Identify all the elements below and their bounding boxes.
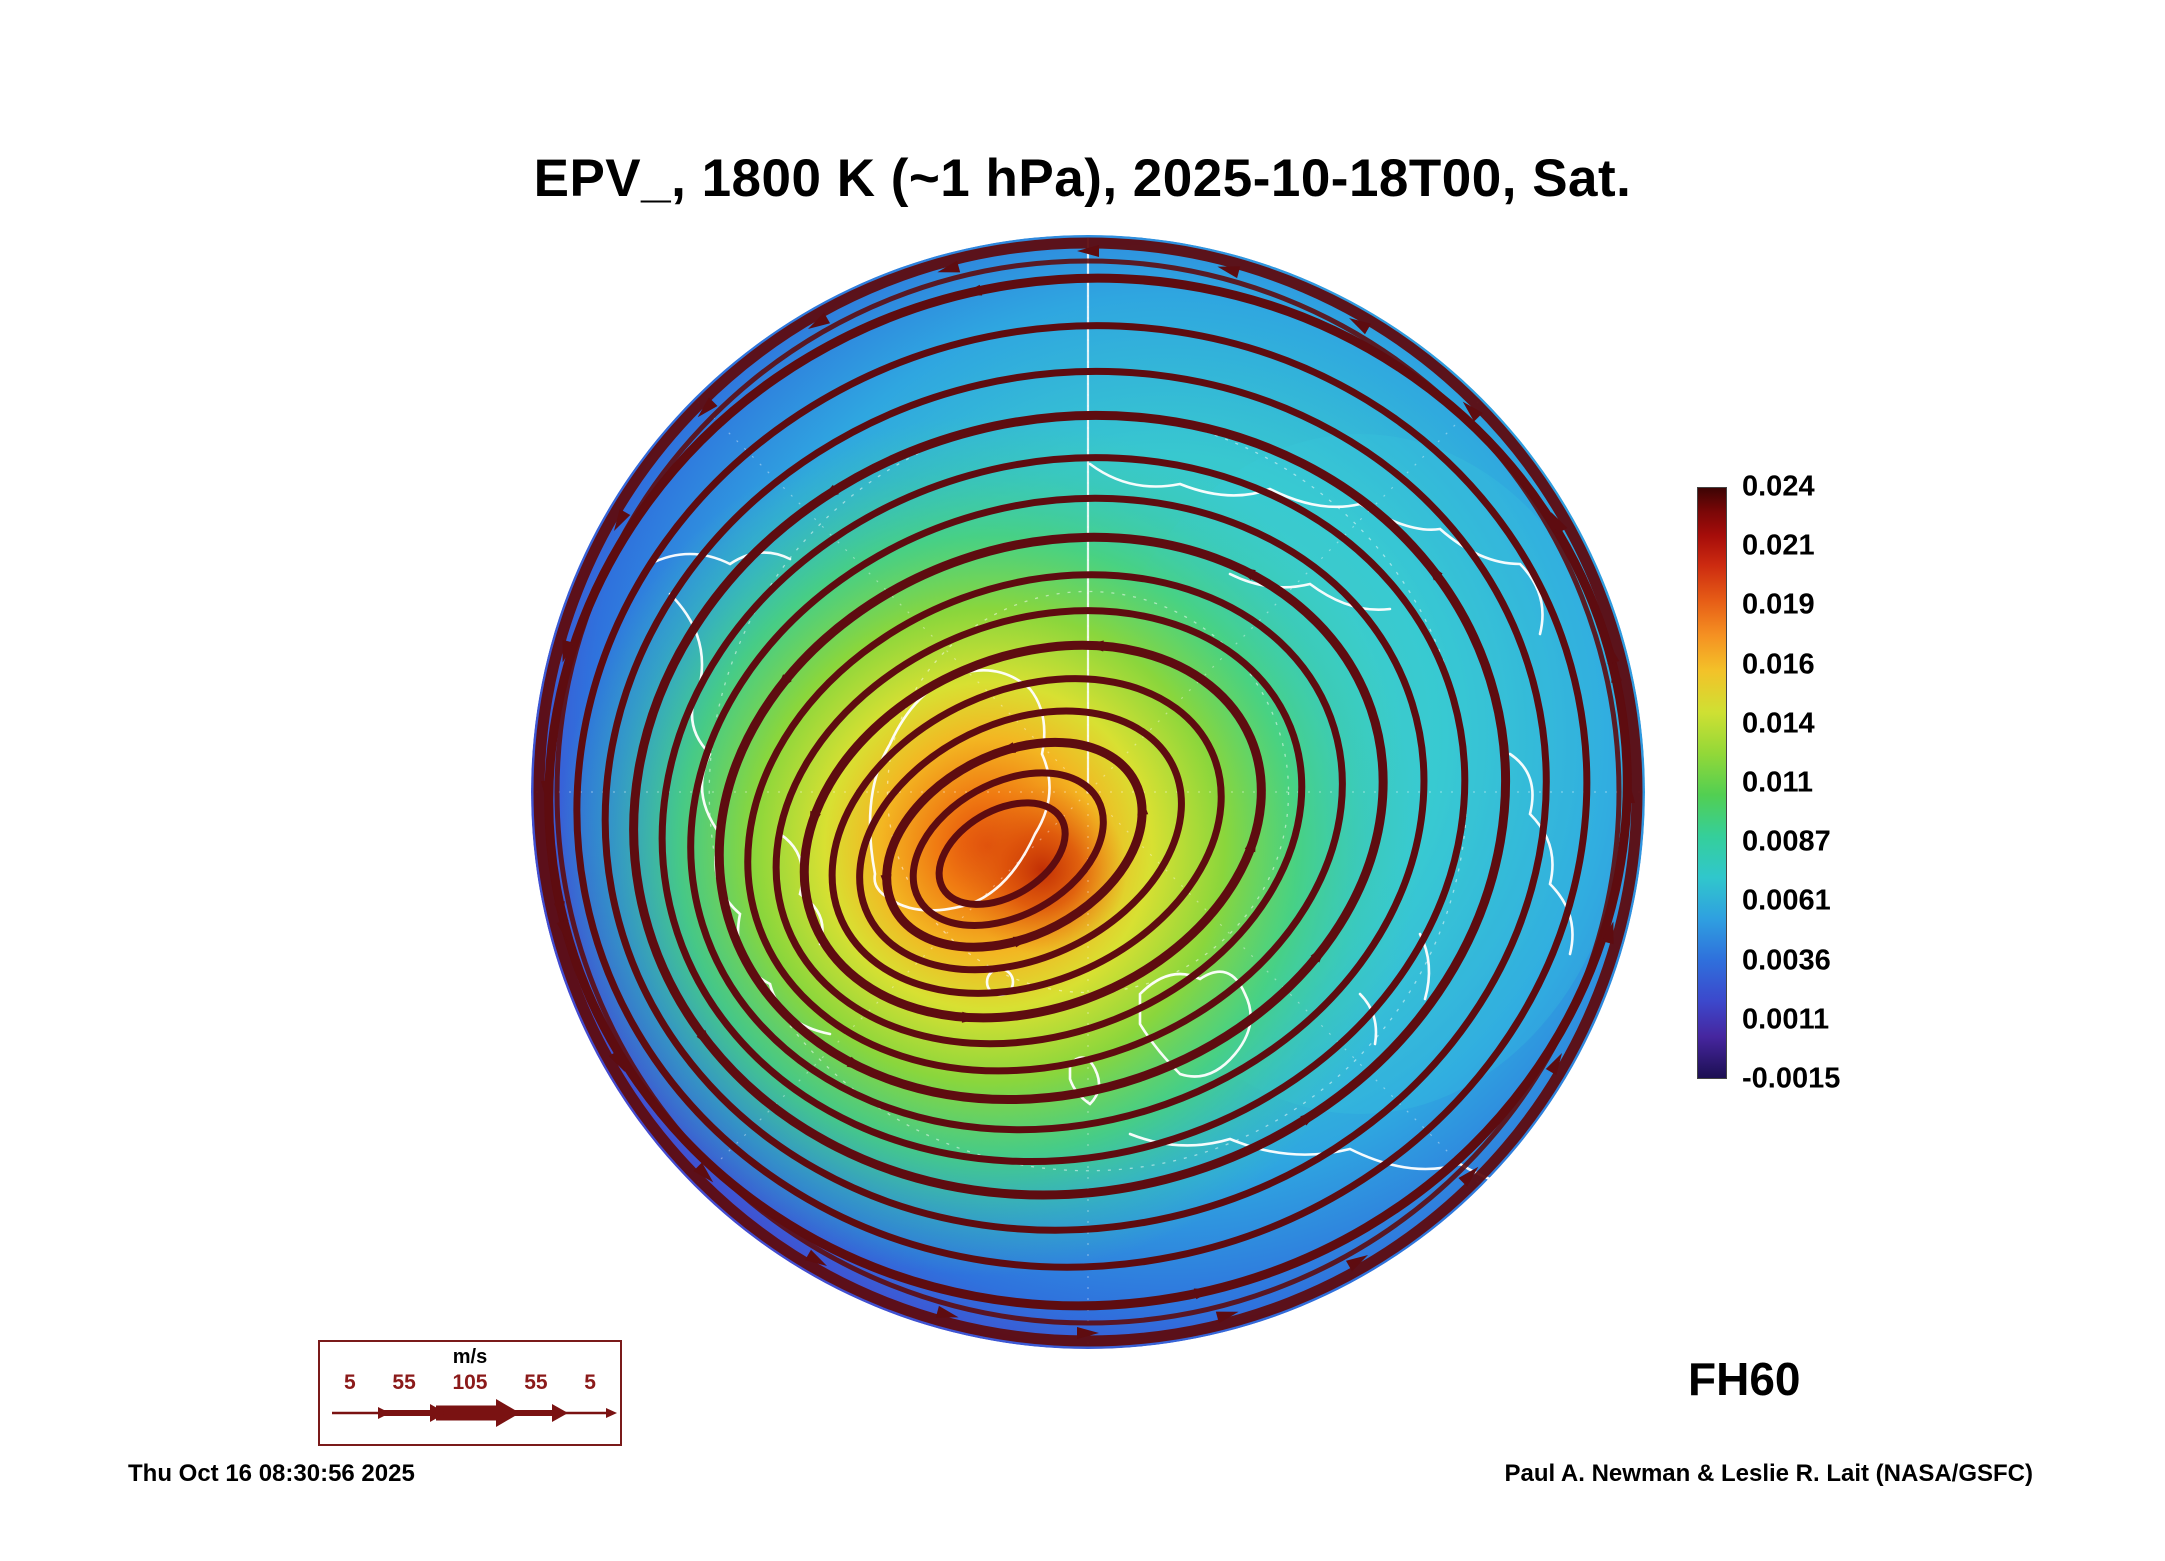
coastline-black-sea <box>1358 992 1378 1046</box>
polar-epv-map <box>531 235 1645 1349</box>
streamline-arrowheads <box>540 244 1636 1340</box>
colorbar-tick: 0.0087 <box>1742 825 1831 858</box>
wind-speed-units-label: m/s <box>452 1346 488 1368</box>
arrowhead-icon <box>378 1407 390 1419</box>
wind-speed-tick: 105 <box>452 1371 488 1394</box>
coastline-hudson-bay <box>778 832 824 946</box>
wind-speed-tick: 55 <box>392 1371 416 1394</box>
forecast-hour-label: FH60 <box>1688 1353 1801 1405</box>
arrowhead-icon <box>552 1404 568 1422</box>
coastline-siberia-inner <box>1228 572 1392 611</box>
colorbar-tick: 0.0061 <box>1742 884 1831 917</box>
colorbar-tick: 0.019 <box>1742 588 1815 621</box>
colorbar-tick: 0.0036 <box>1742 944 1831 977</box>
wind-speed-tick: 55 <box>524 1371 548 1394</box>
arrowhead-icon <box>430 1404 446 1422</box>
arrowhead-icon <box>606 1408 617 1418</box>
colorbar-tick: 0.011 <box>1742 766 1813 799</box>
colorbar-tick: -0.0015 <box>1742 1062 1841 1095</box>
wind-speed-tick-labels: 5 55 105 55 5 <box>320 1371 620 1395</box>
page-title: EPV_, 1800 K (~1 hPa), 2025-10-18T00, Sa… <box>533 149 1632 208</box>
colorbar-tick: 0.0011 <box>1742 1003 1830 1036</box>
colorbar <box>1697 487 1727 1079</box>
colorbar-tick: 0.014 <box>1742 707 1815 740</box>
colorbar-tick: 0.016 <box>1742 648 1815 681</box>
colorbar-tick-labels: 0.024 0.021 0.019 0.016 0.014 0.011 0.00… <box>1742 471 1892 1095</box>
coastline-alaska <box>648 551 792 566</box>
wind-speed-tick: 5 <box>584 1371 596 1394</box>
colorbar-tick: 0.021 <box>1742 529 1815 562</box>
colorbar-tick: 0.024 <box>1742 470 1815 503</box>
credit-text: Paul A. Newman & Leslie R. Lait (NASA/GS… <box>1504 1460 2033 1487</box>
wind-speed-scale-arrow <box>332 1399 617 1427</box>
wind-speed-legend: m/s 5 55 105 55 5 <box>318 1340 622 1446</box>
coastline-east-asia <box>1508 752 1574 956</box>
wind-speed-tick: 5 <box>344 1371 356 1394</box>
arrowhead-icon <box>496 1399 520 1427</box>
generation-timestamp: Thu Oct 16 08:30:56 2025 <box>128 1460 415 1487</box>
wind-streamlines <box>533 237 1643 1347</box>
